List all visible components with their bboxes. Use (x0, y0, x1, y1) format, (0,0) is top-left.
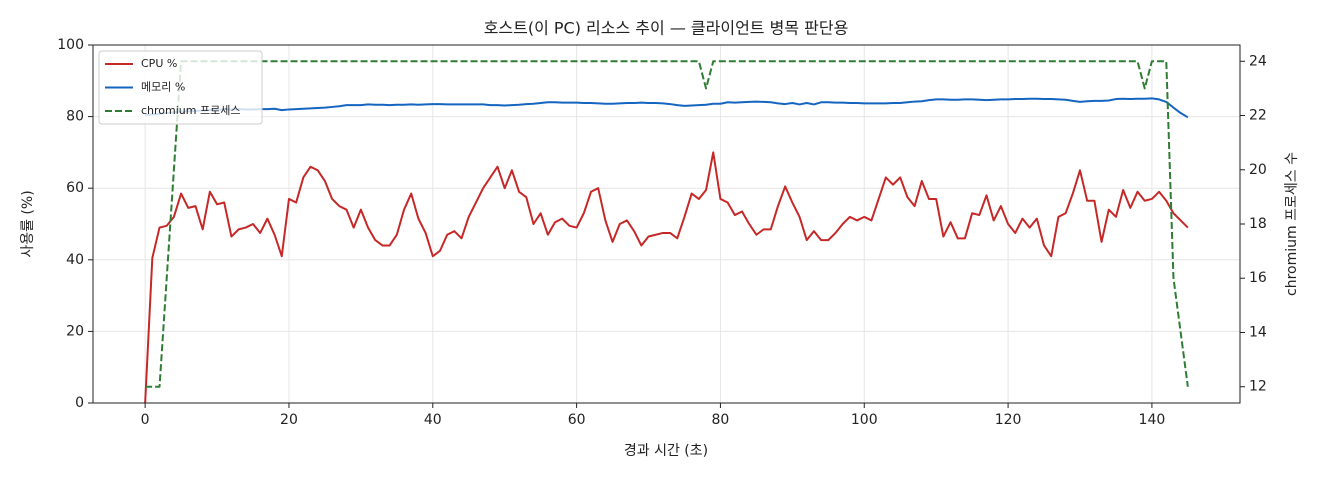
y2-tick-label: 18 (1249, 216, 1267, 232)
x-tick-label: 60 (568, 412, 586, 428)
plot-frame (92, 44, 1241, 404)
y2-tick-label: 12 (1249, 379, 1267, 395)
x-axis-label: 경과 시간 (초) (624, 443, 708, 459)
y2-tick-label: 22 (1249, 108, 1267, 124)
legend-label: 메모리 % (141, 81, 185, 94)
x-tick-label: 100 (851, 412, 878, 428)
series-line (145, 97, 1189, 119)
y2-tick-label: 20 (1249, 162, 1267, 178)
y-tick-label: 80 (66, 109, 84, 125)
y2-tick-label: 14 (1249, 324, 1267, 340)
x-tick-label: 40 (424, 412, 442, 428)
x-tick-label: 140 (1139, 412, 1166, 428)
chart-title: 호스트(이 PC) 리소스 추이 — 클라이언트 병목 판단용 (484, 19, 849, 38)
series-line (145, 60, 1189, 388)
series-line (144, 151, 1189, 404)
legend-label: CPU % (141, 57, 177, 70)
x-tick-label: 120 (995, 412, 1022, 428)
x-tick-label: 0 (141, 412, 150, 428)
y2-axis-label: chromium 프로세스 수 (1284, 152, 1300, 296)
x-tick-label: 20 (280, 412, 298, 428)
x-tick-label: 80 (712, 412, 730, 428)
y-axis-label: 사용률 (%) (20, 190, 36, 257)
y-tick-label: 100 (57, 37, 84, 53)
y2-tick-label: 16 (1249, 270, 1267, 286)
y-tick-label: 40 (66, 252, 84, 268)
y2-tick-label: 24 (1249, 53, 1267, 69)
y-tick-label: 20 (66, 323, 84, 339)
legend-box (98, 50, 263, 125)
y-tick-label: 0 (75, 395, 84, 411)
legend-label: chromium 프로세스 (141, 104, 240, 117)
y-tick-label: 60 (66, 180, 84, 196)
